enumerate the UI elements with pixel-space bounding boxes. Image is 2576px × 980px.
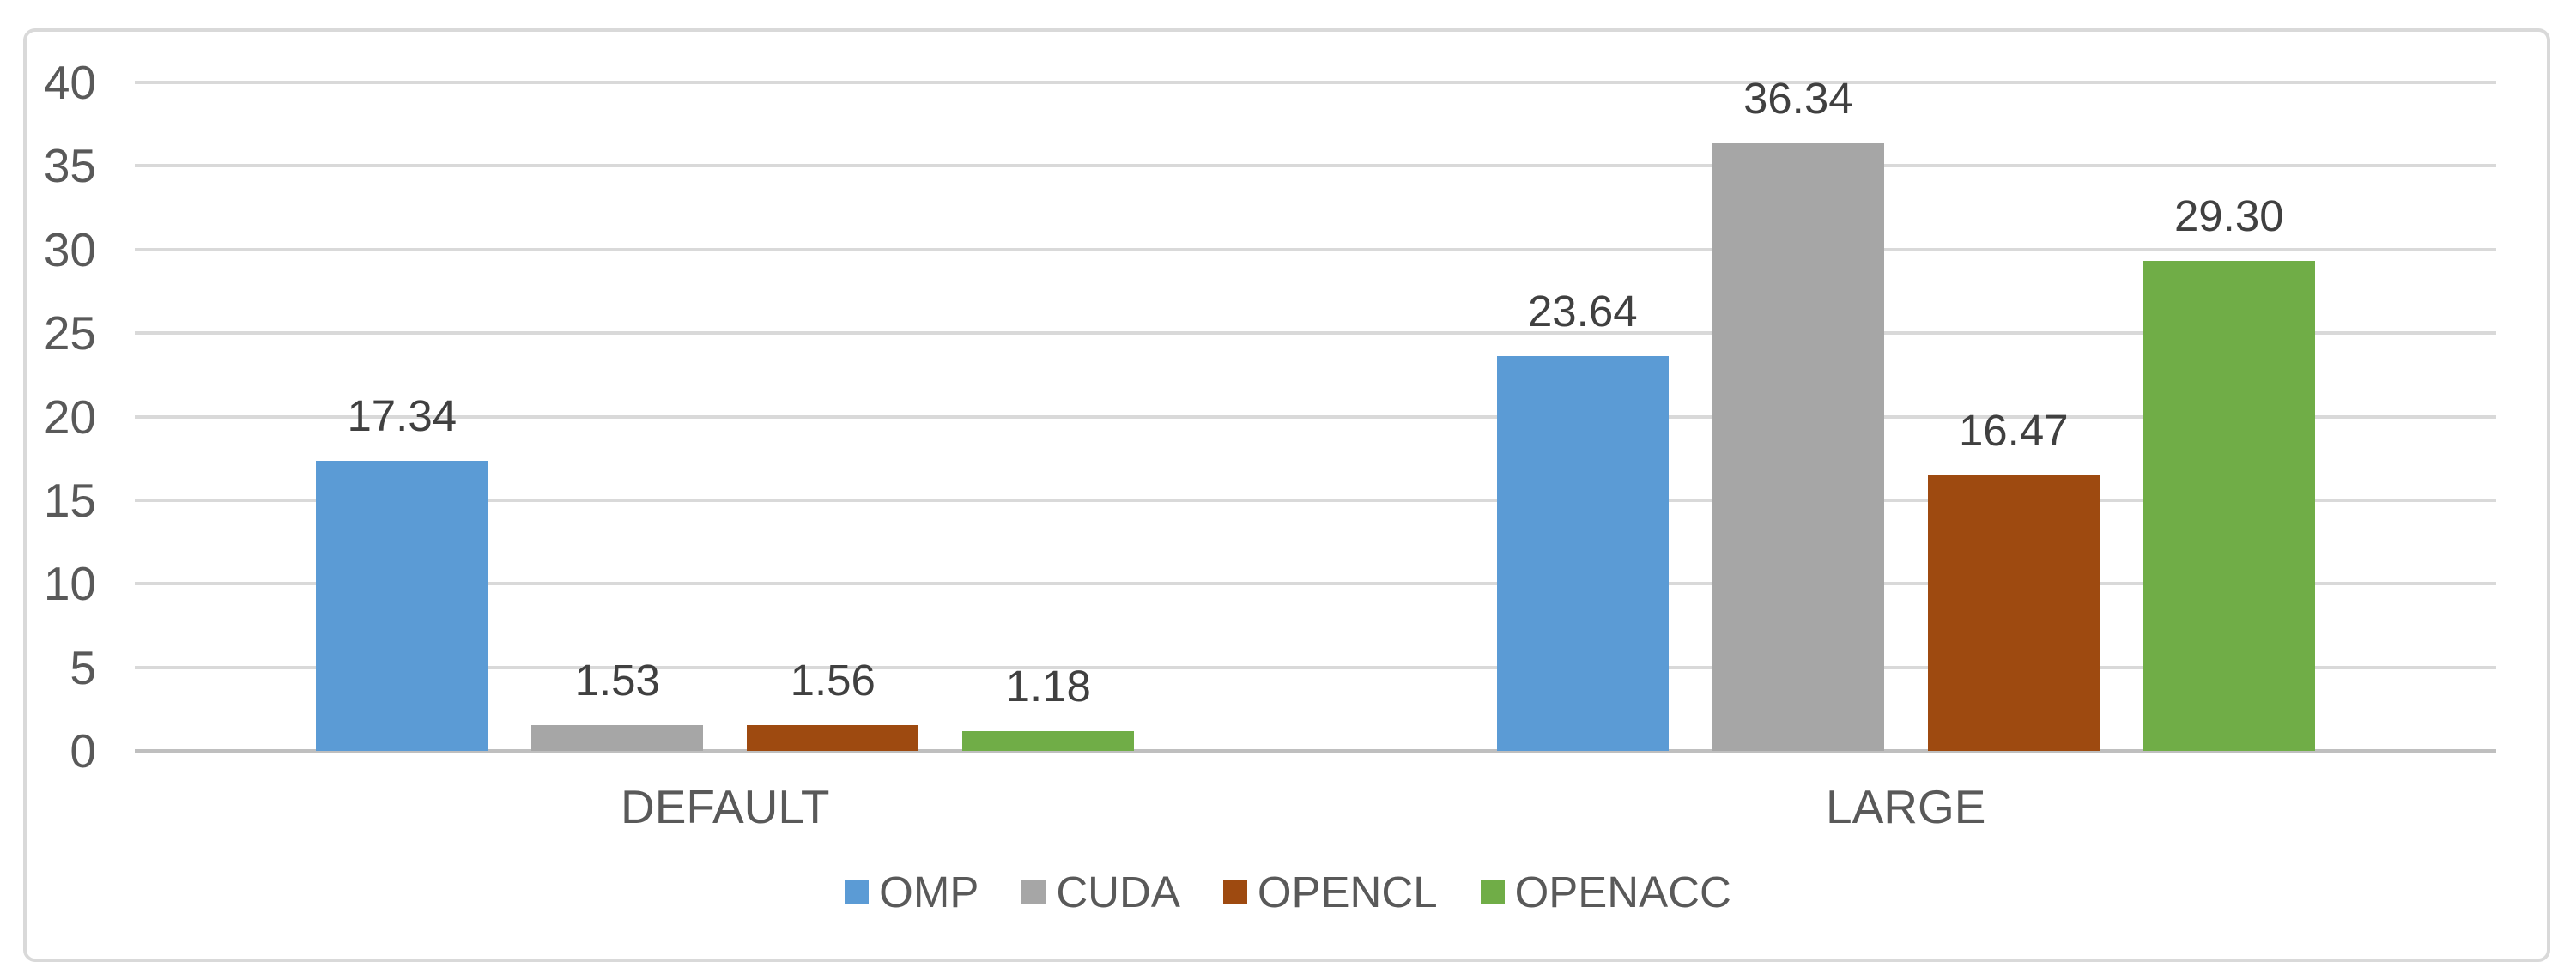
legend-item-openacc: OPENACC	[1480, 867, 1731, 918]
chart-legend: OMP CUDA OPENCL OPENACC	[0, 865, 2576, 920]
gridline	[135, 582, 2496, 586]
y-tick-label: 0	[70, 724, 96, 777]
y-tick-label: 5	[70, 640, 96, 694]
data-label-openacc-large: 29.30	[2173, 191, 2284, 241]
gridline	[135, 331, 2496, 336]
gridline	[135, 665, 2496, 669]
gridline	[135, 498, 2496, 502]
y-tick-label: 35	[43, 139, 96, 193]
bar-cuda-default	[531, 725, 704, 751]
y-tick-label: 15	[43, 473, 96, 527]
bar-cuda-large	[1712, 143, 1884, 751]
legend-item-opencl: OPENCL	[1222, 867, 1438, 918]
bar-opencl-large	[1927, 475, 2100, 751]
data-label-openacc-default: 1.18	[1005, 662, 1091, 711]
legend-label-cuda: CUDA	[1056, 868, 1180, 916]
data-label-opencl-default: 1.56	[790, 655, 876, 705]
bar-openacc-large	[2143, 261, 2315, 751]
y-tick-label: 40	[43, 56, 96, 109]
y-tick-label: 25	[43, 306, 96, 360]
data-label-opencl-large: 16.47	[1958, 406, 2069, 456]
legend-item-omp: OMP	[845, 867, 979, 918]
data-label-cuda-default: 1.53	[574, 656, 660, 705]
gridline	[135, 81, 2496, 84]
y-tick-label: 10	[43, 557, 96, 611]
legend-label-openacc: OPENACC	[1514, 868, 1731, 916]
y-tick-label: 30	[43, 222, 96, 276]
legend-label-opencl: OPENCL	[1257, 868, 1438, 916]
y-tick-label: 20	[43, 390, 96, 444]
legend-swatch-opencl	[1222, 880, 1247, 904]
legend-swatch-cuda	[1021, 880, 1046, 904]
gridline	[135, 164, 2496, 168]
data-label-omp-large: 23.64	[1527, 286, 1638, 336]
bar-opencl-default	[747, 724, 919, 751]
category-label-default: DEFAULT	[621, 780, 830, 833]
legend-swatch-omp	[845, 880, 870, 904]
data-label-omp-default: 17.34	[347, 391, 458, 441]
bar-omp-default	[316, 461, 488, 751]
legend-item-cuda: CUDA	[1021, 867, 1180, 918]
legend-swatch-openacc	[1480, 880, 1505, 904]
legend-label-omp: OMP	[879, 868, 979, 916]
bar-omp-large	[1496, 355, 1669, 751]
gridline	[135, 414, 2496, 419]
x-axis-line	[135, 749, 2496, 753]
data-label-cuda-large: 36.34	[1743, 74, 1853, 124]
gridline	[135, 247, 2496, 251]
bar-openacc-default	[962, 731, 1135, 751]
category-label-large: LARGE	[1826, 780, 1986, 833]
